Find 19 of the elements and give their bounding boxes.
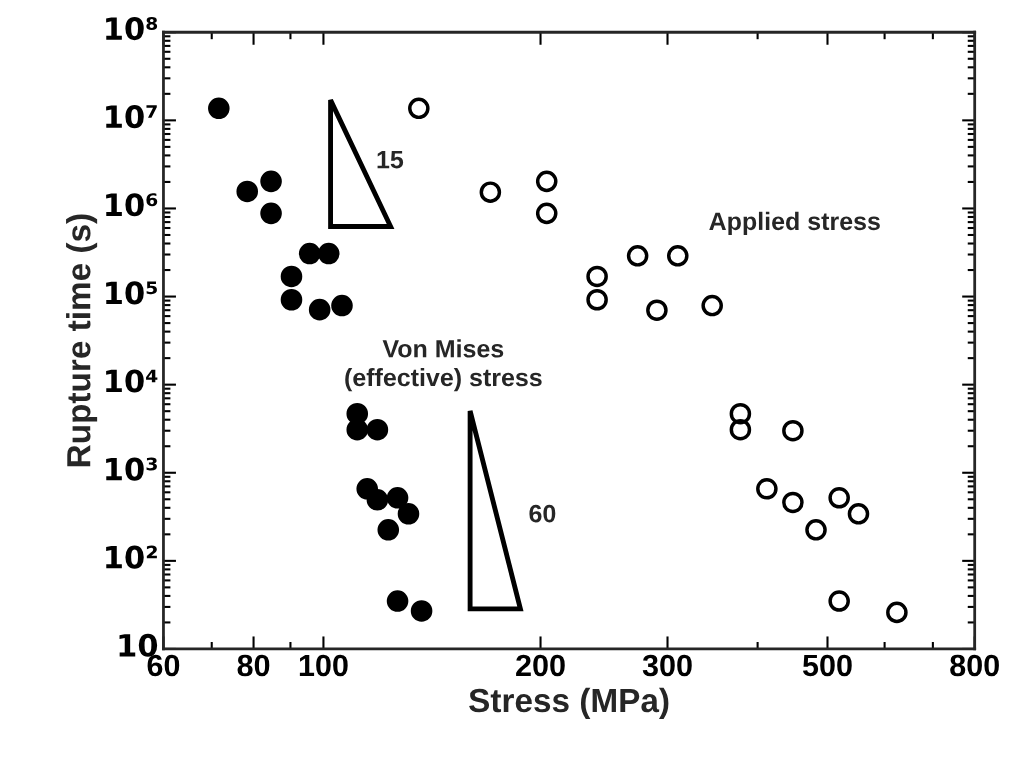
x-tick-label: 200 xyxy=(516,654,565,677)
x-tick-label: 100 xyxy=(299,654,348,677)
y-tick-label: 10⁴ xyxy=(106,369,158,393)
annotation: Von Mises (effective) stress xyxy=(345,339,542,392)
y-tick-label: 10⁸ xyxy=(106,17,158,41)
y-tick-label: 10⁵ xyxy=(106,281,157,305)
y-tick-label: 10⁶ xyxy=(106,193,158,217)
x-tick-label: 80 xyxy=(237,654,270,677)
y-tick-label: 10⁷ xyxy=(106,105,157,129)
annotation: 60 xyxy=(529,504,556,523)
annotation: 15 xyxy=(377,151,404,169)
y-tick-label: 10³ xyxy=(106,457,157,481)
y-tick-label: 10² xyxy=(106,545,157,569)
x-tick-label: 300 xyxy=(642,654,692,677)
x-tick-label: 800 xyxy=(950,654,999,677)
y-axis-title: Rupture time (s) xyxy=(66,214,98,467)
annotation: Applied stress xyxy=(709,211,880,236)
x-axis-title: Stress (MPa) xyxy=(469,687,669,719)
x-tick-label: 500 xyxy=(802,654,852,677)
